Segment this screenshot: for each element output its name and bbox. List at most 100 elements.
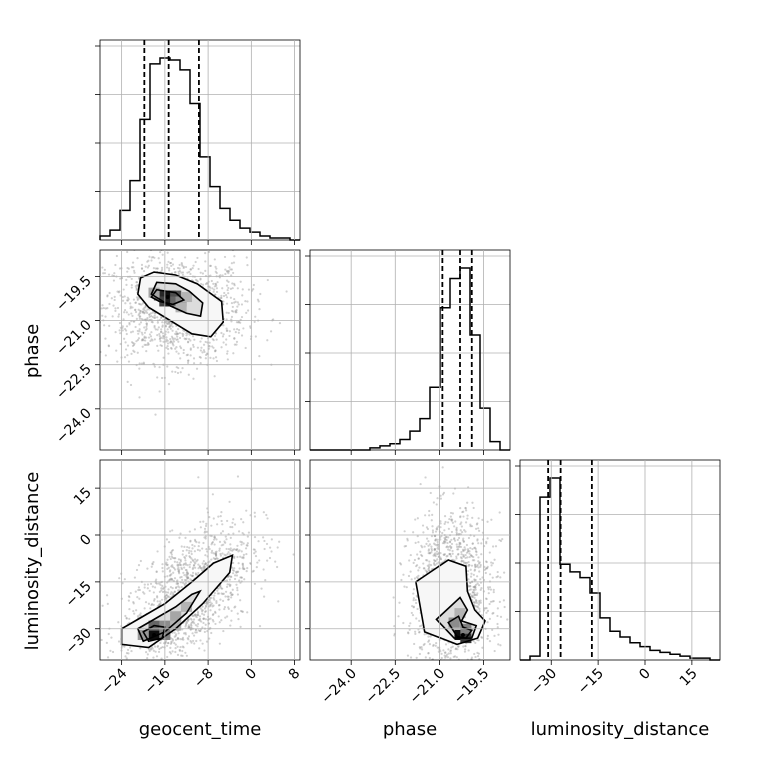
- sample-point: [445, 680, 447, 682]
- sample-point: [491, 612, 494, 615]
- sample-point: [236, 287, 239, 290]
- sample-point: [433, 554, 437, 557]
- sample-point: [236, 612, 239, 615]
- sample-point: [473, 596, 476, 599]
- sample-point: [235, 321, 239, 324]
- sample-point: [225, 547, 228, 551]
- contour-line: [136, 589, 202, 643]
- sample-point: [180, 271, 183, 274]
- sample-point: [227, 607, 230, 610]
- sample-point: [201, 351, 204, 354]
- y-tick-label: −19.5: [53, 273, 95, 315]
- sample-point: [169, 338, 172, 341]
- sample-point: [464, 506, 467, 510]
- sample-point: [138, 588, 141, 592]
- sample-point: [175, 668, 177, 670]
- sample-point: [493, 558, 496, 561]
- x-tick-label: 0: [243, 666, 261, 684]
- sample-point: [182, 632, 186, 635]
- sample-point: [430, 519, 433, 522]
- sample-point: [182, 348, 185, 352]
- sample-point: [233, 555, 236, 558]
- sample-point: [140, 267, 144, 270]
- sample-point: [427, 640, 430, 643]
- sample-point: [104, 307, 107, 310]
- sample-point: [458, 663, 460, 665]
- sample-point: [427, 569, 431, 572]
- sample-point: [404, 544, 408, 548]
- sample-point: [177, 585, 180, 588]
- sample-point: [233, 606, 236, 609]
- sample-point: [124, 328, 127, 331]
- sample-point: [101, 604, 104, 607]
- sample-point: [439, 558, 443, 561]
- sample-point: [156, 328, 159, 331]
- sample-point: [144, 265, 147, 268]
- sample-point: [222, 341, 225, 344]
- sample-point: [183, 566, 186, 569]
- sample-point: [475, 553, 478, 556]
- sample-point: [132, 269, 136, 272]
- sample-point: [96, 339, 98, 341]
- sample-point: [236, 593, 240, 596]
- sample-point: [210, 558, 213, 561]
- sample-point: [167, 383, 171, 386]
- sample-point: [204, 605, 208, 608]
- sample-point: [137, 332, 140, 335]
- sample-point: [186, 332, 189, 335]
- sample-point: [465, 551, 469, 554]
- sample-point: [245, 570, 248, 573]
- sample-point: [467, 585, 471, 588]
- sample-point: [224, 294, 228, 297]
- sample-point: [202, 565, 205, 568]
- sample-point: [124, 614, 127, 618]
- sample-point: [185, 620, 188, 623]
- sample-point: [108, 291, 111, 295]
- sample-point: [146, 657, 149, 660]
- sample-point: [169, 341, 172, 344]
- sample-point: [212, 290, 215, 293]
- sample-point: [160, 587, 163, 590]
- sample-point: [249, 325, 252, 328]
- sample-point: [475, 605, 478, 608]
- sample-point: [144, 339, 147, 342]
- density-cell: [448, 617, 460, 628]
- sample-point: [474, 586, 477, 589]
- sample-point: [262, 595, 266, 598]
- sample-point: [176, 563, 179, 566]
- sample-point: [464, 561, 467, 565]
- sample-point: [199, 362, 202, 365]
- sample-point: [179, 357, 182, 360]
- sample-point: [235, 328, 239, 331]
- sample-point: [237, 321, 240, 324]
- sample-point: [184, 536, 187, 540]
- sample-point: [181, 654, 184, 657]
- sample-point: [450, 546, 453, 549]
- sample-point: [156, 596, 159, 599]
- sample-point: [137, 588, 140, 592]
- sample-point: [192, 634, 196, 637]
- sample-point: [143, 336, 146, 339]
- sample-point: [226, 288, 229, 292]
- sample-point: [170, 577, 174, 581]
- sample-point: [220, 331, 223, 335]
- sample-point: [235, 311, 238, 314]
- sample-point: [137, 302, 141, 306]
- sample-point: [202, 343, 206, 346]
- sample-point: [123, 309, 127, 312]
- sample-point: [231, 593, 234, 596]
- sample-point: [404, 691, 406, 693]
- sample-point: [232, 518, 235, 521]
- sample-point: [192, 564, 196, 567]
- sample-point: [170, 578, 173, 581]
- sample-point: [211, 541, 214, 545]
- sample-point: [471, 594, 474, 597]
- sample-point: [164, 325, 168, 328]
- x-axis-label-luminosity-distance: luminosity_distance: [531, 719, 710, 740]
- sample-point: [133, 342, 136, 345]
- sample-point: [226, 270, 229, 273]
- sample-point: [435, 550, 439, 553]
- sample-point: [263, 539, 266, 543]
- sample-point: [158, 590, 161, 593]
- sample-point: [181, 334, 184, 338]
